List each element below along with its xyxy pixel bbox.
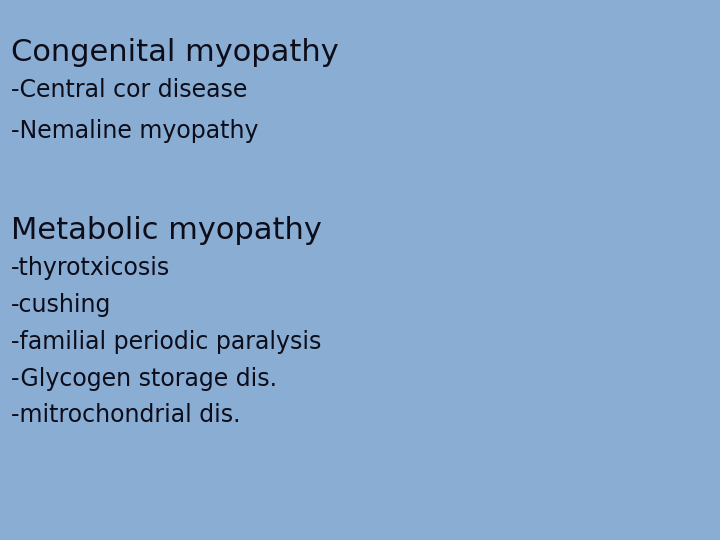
Text: -Glycogen storage dis.: -Glycogen storage dis. [11,367,276,390]
Text: -cushing: -cushing [11,293,111,317]
Text: Metabolic myopathy: Metabolic myopathy [11,216,322,245]
Text: -Central cor disease: -Central cor disease [11,78,247,102]
Text: Congenital myopathy: Congenital myopathy [11,38,338,67]
Text: -mitrochondrial dis.: -mitrochondrial dis. [11,403,240,427]
Text: -thyrotxicosis: -thyrotxicosis [11,256,170,280]
Text: -Nemaline myopathy: -Nemaline myopathy [11,119,258,143]
Text: -familial periodic paralysis: -familial periodic paralysis [11,330,321,354]
